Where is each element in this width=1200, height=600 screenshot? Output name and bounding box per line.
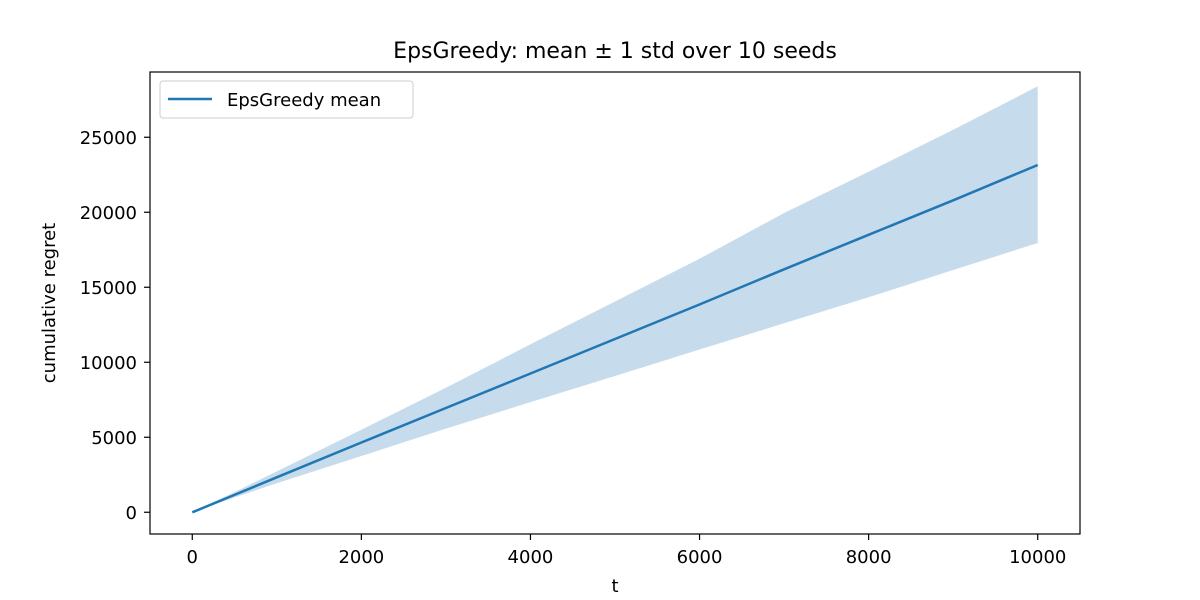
legend-label: EpsGreedy mean — [227, 90, 381, 111]
y-tick-label: 0 — [126, 503, 137, 524]
y-axis-label: cumulative regret — [39, 223, 60, 383]
x-tick-label: 4000 — [508, 547, 554, 568]
plot-area — [191, 86, 1039, 514]
y-axis-ticks: 0 5000 10000 15000 20000 25000 — [80, 128, 150, 524]
x-tick-label: 6000 — [677, 547, 723, 568]
x-axis-ticks: 0 2000 4000 6000 8000 10000 — [187, 534, 1066, 568]
x-tick-label: 10000 — [1009, 547, 1066, 568]
y-tick-label: 5000 — [91, 428, 137, 449]
x-tick-label: 8000 — [846, 547, 892, 568]
legend-box — [159, 80, 414, 119]
y-tick-label: 20000 — [80, 203, 137, 224]
x-tick-label: 0 — [187, 547, 198, 568]
std-band-0 — [192, 86, 1038, 513]
mean-line-0 — [191, 163, 1039, 514]
x-tick-label: 2000 — [338, 547, 384, 568]
chart-title: EpsGreedy: mean ± 1 std over 10 seeds — [393, 39, 837, 64]
legend: EpsGreedy mean — [159, 80, 414, 119]
y-tick-label: 25000 — [80, 128, 137, 149]
axes-frame — [149, 71, 1081, 535]
y-tick-label: 15000 — [80, 278, 137, 299]
y-tick-label: 10000 — [80, 353, 137, 374]
x-axis-label: t — [611, 576, 618, 597]
